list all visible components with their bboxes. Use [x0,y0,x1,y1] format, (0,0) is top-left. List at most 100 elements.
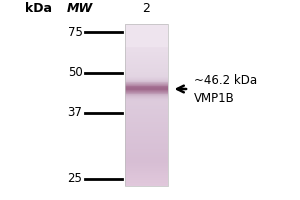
Bar [124,46,168,47]
Bar [124,108,168,109]
Bar [124,152,168,153]
Bar [124,24,168,186]
Bar [124,86,168,87]
Bar [124,129,168,130]
Bar [124,28,168,29]
Text: MW: MW [66,2,93,16]
Bar [124,114,168,115]
Bar [124,41,168,42]
Bar [124,64,168,65]
Bar [124,177,168,178]
Bar [124,157,168,158]
Bar [124,173,168,174]
Bar [124,85,168,86]
Bar [124,59,168,60]
Bar [124,92,168,93]
Bar [124,87,168,88]
Bar [124,91,168,92]
Bar [124,116,168,117]
Bar [124,99,168,100]
Bar [124,30,168,31]
Bar [124,125,168,126]
Bar [124,148,168,149]
Bar [124,80,168,81]
Bar [124,133,168,134]
Bar [124,141,168,142]
Bar [124,57,168,58]
Bar [124,83,168,84]
Bar [124,153,168,154]
Bar [124,126,168,127]
Bar [124,88,168,89]
Text: VMP1B: VMP1B [194,92,234,104]
Bar [124,73,168,74]
Bar [124,62,168,63]
Bar [124,110,168,111]
Bar [124,175,168,176]
Bar [124,103,168,104]
Bar [124,25,168,26]
Bar [124,43,168,44]
Bar [124,97,168,98]
Bar [124,53,168,54]
Bar [124,65,168,66]
Bar [124,113,168,114]
Text: kDa: kDa [26,2,52,16]
Bar [124,84,168,85]
Bar [124,150,168,151]
Bar [124,40,168,41]
Bar [124,165,168,166]
Bar [124,39,168,40]
Bar [124,121,168,122]
Bar [124,117,168,118]
Bar [124,164,168,165]
Bar [124,180,168,181]
Bar [124,185,168,186]
Bar [124,82,168,83]
Text: ~46.2 kDa: ~46.2 kDa [194,74,256,88]
Bar [124,143,168,144]
Bar [124,47,168,48]
Bar [124,182,168,183]
Bar [124,36,168,37]
Bar [124,76,168,77]
Bar [124,77,168,78]
Bar [124,144,168,145]
Bar [124,174,168,175]
Bar [124,132,168,133]
Bar [124,55,168,56]
Bar [124,155,168,156]
Bar [124,52,168,53]
Bar [124,71,168,72]
Bar [124,37,168,38]
Bar [124,75,168,76]
Bar [124,101,168,102]
Bar [124,166,168,167]
Bar [124,168,168,169]
Bar [124,161,168,162]
Bar [124,26,168,27]
Bar [124,137,168,138]
Bar [124,145,168,146]
Bar [124,35,168,36]
Bar [124,128,168,129]
Bar [124,169,168,170]
Bar [124,142,168,143]
Text: 75: 75 [68,25,82,38]
Bar [124,140,168,141]
Bar [124,60,168,61]
Bar [124,179,168,180]
Bar [124,112,168,113]
Bar [124,122,168,123]
Bar [124,61,168,62]
Bar [124,63,168,64]
Bar [124,160,168,161]
Text: 25: 25 [68,172,82,186]
Bar [124,181,168,182]
Bar [124,127,168,128]
Bar [124,178,168,179]
Bar [124,167,168,168]
Bar [124,130,168,131]
Bar [124,81,168,82]
Bar [124,111,168,112]
